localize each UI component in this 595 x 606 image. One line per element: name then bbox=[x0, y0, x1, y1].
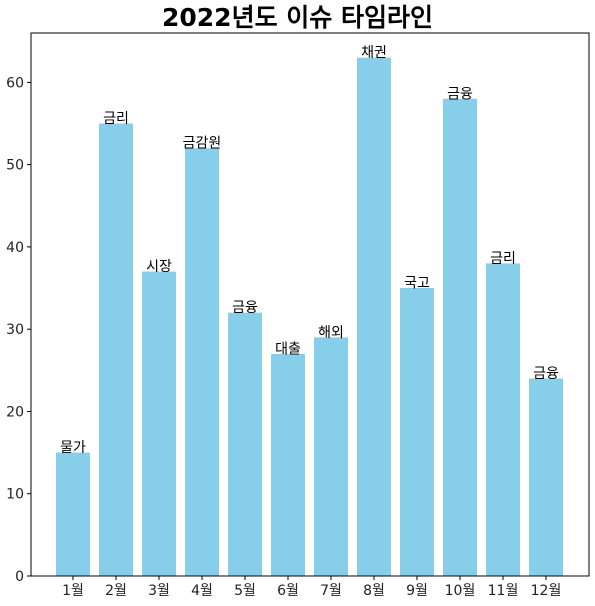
bar-label-5: 금융 bbox=[232, 300, 258, 316]
bar-6 bbox=[271, 353, 305, 576]
y-tick-label-40: 40 bbox=[6, 240, 24, 256]
bar-label-4: 금감원 bbox=[183, 136, 222, 152]
plot-frame bbox=[30, 32, 590, 577]
bar-label-2: 금리 bbox=[103, 111, 129, 127]
y-tick-label-60: 60 bbox=[6, 75, 24, 91]
x-tick-label-3: 3월 bbox=[148, 583, 170, 599]
bar-10 bbox=[443, 98, 477, 577]
bar-5 bbox=[228, 312, 262, 576]
bar-8 bbox=[357, 57, 391, 576]
bar-9 bbox=[400, 288, 434, 576]
bar-label-11: 금리 bbox=[490, 251, 516, 267]
bar-12 bbox=[529, 378, 563, 576]
y-axis: 0 10 20 30 40 50 60 bbox=[6, 75, 31, 585]
bar-label-10: 금융 bbox=[447, 86, 473, 102]
x-tick-label-6: 6월 bbox=[277, 583, 299, 599]
chart-title: 2022년도 이슈 타임라인 bbox=[162, 3, 433, 32]
bar-2 bbox=[99, 123, 133, 576]
x-tick-label-10: 10월 bbox=[445, 583, 476, 599]
x-axis: 1월 2월 3월 4월 5월 6월 7월 8월 9월 10월 11월 12월 bbox=[62, 576, 561, 599]
x-tick-label-2: 2월 bbox=[105, 583, 127, 599]
bar-label-1: 물가 bbox=[60, 440, 86, 456]
bars-group bbox=[56, 57, 563, 577]
x-tick-label-4: 4월 bbox=[191, 583, 213, 599]
bar-label-7: 해외 bbox=[318, 325, 344, 341]
bar-label-3: 시장 bbox=[146, 259, 172, 275]
bar-label-9: 국고 bbox=[404, 276, 430, 292]
x-tick-label-11: 11월 bbox=[488, 583, 519, 599]
x-tick-label-7: 7월 bbox=[320, 583, 342, 599]
y-tick-label-20: 20 bbox=[6, 405, 24, 421]
bar-1 bbox=[56, 452, 90, 576]
x-tick-label-1: 1월 bbox=[62, 583, 84, 599]
x-tick-label-5: 5월 bbox=[234, 583, 256, 599]
y-tick-label-50: 50 bbox=[6, 158, 24, 174]
x-tick-label-8: 8월 bbox=[363, 583, 385, 599]
bar-7 bbox=[314, 337, 348, 576]
x-tick-label-9: 9월 bbox=[406, 583, 428, 599]
bar-4 bbox=[185, 148, 219, 576]
bar-label-6: 대출 bbox=[275, 341, 301, 357]
y-tick-label-30: 30 bbox=[6, 322, 24, 338]
bar-11 bbox=[486, 263, 520, 576]
bar-3 bbox=[142, 271, 176, 576]
x-tick-label-12: 12월 bbox=[531, 583, 562, 599]
y-tick-label-10: 10 bbox=[6, 487, 24, 503]
bar-label-12: 금융 bbox=[533, 366, 559, 382]
bar-label-8: 채권 bbox=[361, 45, 387, 61]
y-tick-label-0: 0 bbox=[15, 569, 24, 585]
